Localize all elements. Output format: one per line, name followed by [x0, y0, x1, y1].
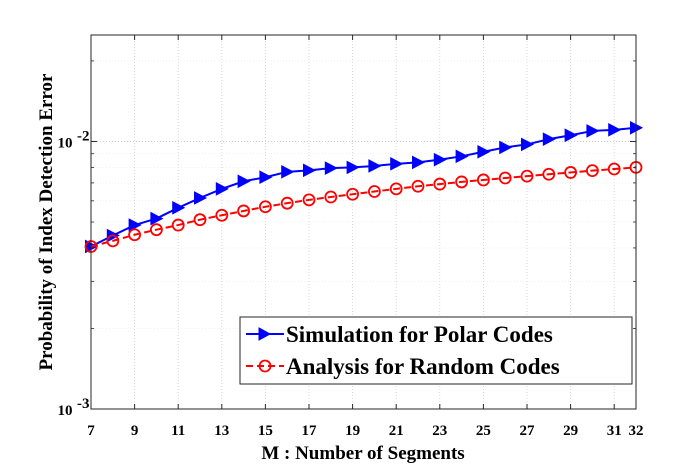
data-point-random — [258, 200, 272, 214]
legend: Simulation for Polar Codes Analysis for … — [239, 316, 633, 385]
x-tick-label: 21 — [389, 423, 404, 439]
data-point-random — [564, 166, 577, 179]
grid — [90, 35, 637, 410]
y-axis-title: Probability of Index Detection Error — [36, 73, 57, 370]
y-tick-label: 10 -2 — [58, 128, 90, 151]
y-tick-label: 10 -3 — [58, 396, 90, 419]
data-point-random — [215, 208, 229, 222]
legend-marker-random — [258, 359, 272, 373]
data-point-random — [455, 175, 469, 189]
data-point-polar — [150, 211, 164, 226]
data-point-polar — [608, 123, 622, 137]
data-point-polar — [128, 218, 142, 232]
data-point-random — [106, 234, 120, 248]
data-point-polar — [542, 132, 556, 146]
data-point-random — [237, 204, 251, 218]
x-tick-label: 23 — [432, 423, 447, 439]
data-point-polar — [433, 152, 447, 167]
x-tick-label: 27 — [520, 423, 536, 439]
data-point-polar — [303, 163, 317, 178]
data-point-random — [149, 223, 163, 237]
data-point-polar — [259, 170, 273, 185]
legend-label-polar: Simulation for Polar Codes — [286, 322, 553, 347]
x-tick-label: 15 — [258, 423, 273, 439]
data-point-random — [128, 228, 142, 242]
series-line-random — [90, 166, 637, 248]
data-point-polar — [564, 128, 578, 143]
data-point-polar — [281, 165, 295, 179]
x-tick-label: 17 — [302, 423, 318, 439]
legend-box — [239, 316, 633, 385]
data-point-random — [346, 187, 360, 201]
data-point-polar — [368, 159, 382, 173]
data-point-polar — [215, 182, 229, 196]
x-tick-label: 7 — [87, 423, 95, 439]
data-point-random — [607, 162, 621, 176]
x-axis-title: M : Number of Segments — [261, 443, 464, 464]
data-point-random — [476, 173, 490, 187]
data-point-random — [433, 177, 447, 191]
x-tick-label: 9 — [131, 423, 139, 439]
data-point-random — [498, 171, 512, 185]
data-point-polar — [455, 149, 469, 164]
data-point-random — [171, 218, 185, 232]
x-tick-label: 13 — [214, 423, 229, 439]
y-tick-label-exponent: -3 — [77, 396, 90, 412]
y-tick-label-base: 10 — [58, 135, 73, 151]
legend-marker-polar — [258, 327, 272, 341]
data-point-polar — [324, 161, 338, 175]
data-point-random — [389, 182, 403, 196]
data-point-polar — [499, 140, 513, 155]
data-point-random — [542, 167, 556, 181]
data-point-random — [520, 169, 534, 183]
data-point-random — [193, 213, 207, 227]
y-tick-label-base: 10 — [58, 403, 73, 419]
data-point-random — [302, 193, 316, 207]
data-point-polar — [390, 156, 404, 171]
data-point-random — [367, 185, 381, 198]
data-point-polar — [412, 155, 426, 170]
data-point-random — [586, 164, 599, 178]
data-point-polar — [194, 191, 208, 205]
data-point-random — [324, 190, 338, 204]
data-point-polar — [346, 160, 360, 175]
data-point-polar — [477, 144, 491, 159]
data-point-random — [411, 179, 425, 193]
data-point-polar — [521, 137, 535, 152]
legend-label-random: Analysis for Random Codes — [286, 354, 560, 379]
series-layer — [84, 120, 644, 254]
x-tick-label: 31 — [607, 423, 622, 439]
x-tick-label: 29 — [563, 423, 578, 439]
data-point-polar — [586, 124, 600, 138]
data-point-polar — [237, 174, 251, 189]
x-tick-label: 19 — [345, 423, 360, 439]
data-point-polar — [172, 200, 186, 215]
x-tick-label: 25 — [476, 423, 491, 439]
y-tick-label-exponent: -2 — [77, 128, 90, 144]
data-point-random — [280, 196, 294, 210]
x-tick-label: 11 — [171, 423, 185, 439]
x-tick-label: 32 — [629, 423, 644, 439]
